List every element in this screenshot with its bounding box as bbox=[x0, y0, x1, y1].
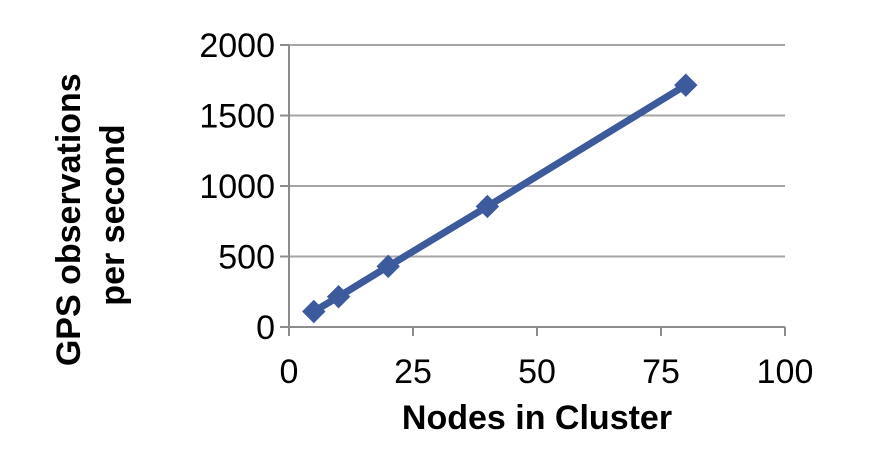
x-tick-label: 50 bbox=[518, 353, 556, 391]
y-tick-label: 2000 bbox=[199, 27, 275, 65]
y-axis-title-line1: GPS observations bbox=[50, 73, 88, 366]
y-tick-label: 0 bbox=[256, 309, 275, 347]
y-tick-label: 1500 bbox=[199, 98, 275, 136]
data-series bbox=[302, 73, 698, 324]
data-point-marker bbox=[674, 73, 698, 97]
data-point-marker bbox=[302, 299, 326, 324]
y-tick-label: 500 bbox=[218, 239, 275, 277]
y-axis-title: GPS observations per second bbox=[50, 64, 132, 366]
y-tick-label: 1000 bbox=[199, 168, 275, 206]
x-tick-label: 100 bbox=[757, 353, 814, 391]
axes bbox=[280, 44, 786, 336]
tick-labels: 0 500 1000 1500 2000 0 25 50 75 100 bbox=[199, 27, 813, 391]
x-tick-label: 0 bbox=[280, 353, 299, 391]
grid-lines bbox=[289, 44, 785, 258]
x-axis-title: Nodes in Cluster bbox=[402, 399, 672, 437]
x-tick-label: 75 bbox=[642, 353, 680, 391]
x-tick-label: 25 bbox=[394, 353, 432, 391]
series-line bbox=[310, 81, 690, 315]
y-axis-title-line2: per second bbox=[94, 124, 132, 305]
data-point-marker bbox=[326, 284, 351, 309]
data-point-marker bbox=[475, 194, 500, 219]
data-point-marker bbox=[376, 254, 400, 279]
